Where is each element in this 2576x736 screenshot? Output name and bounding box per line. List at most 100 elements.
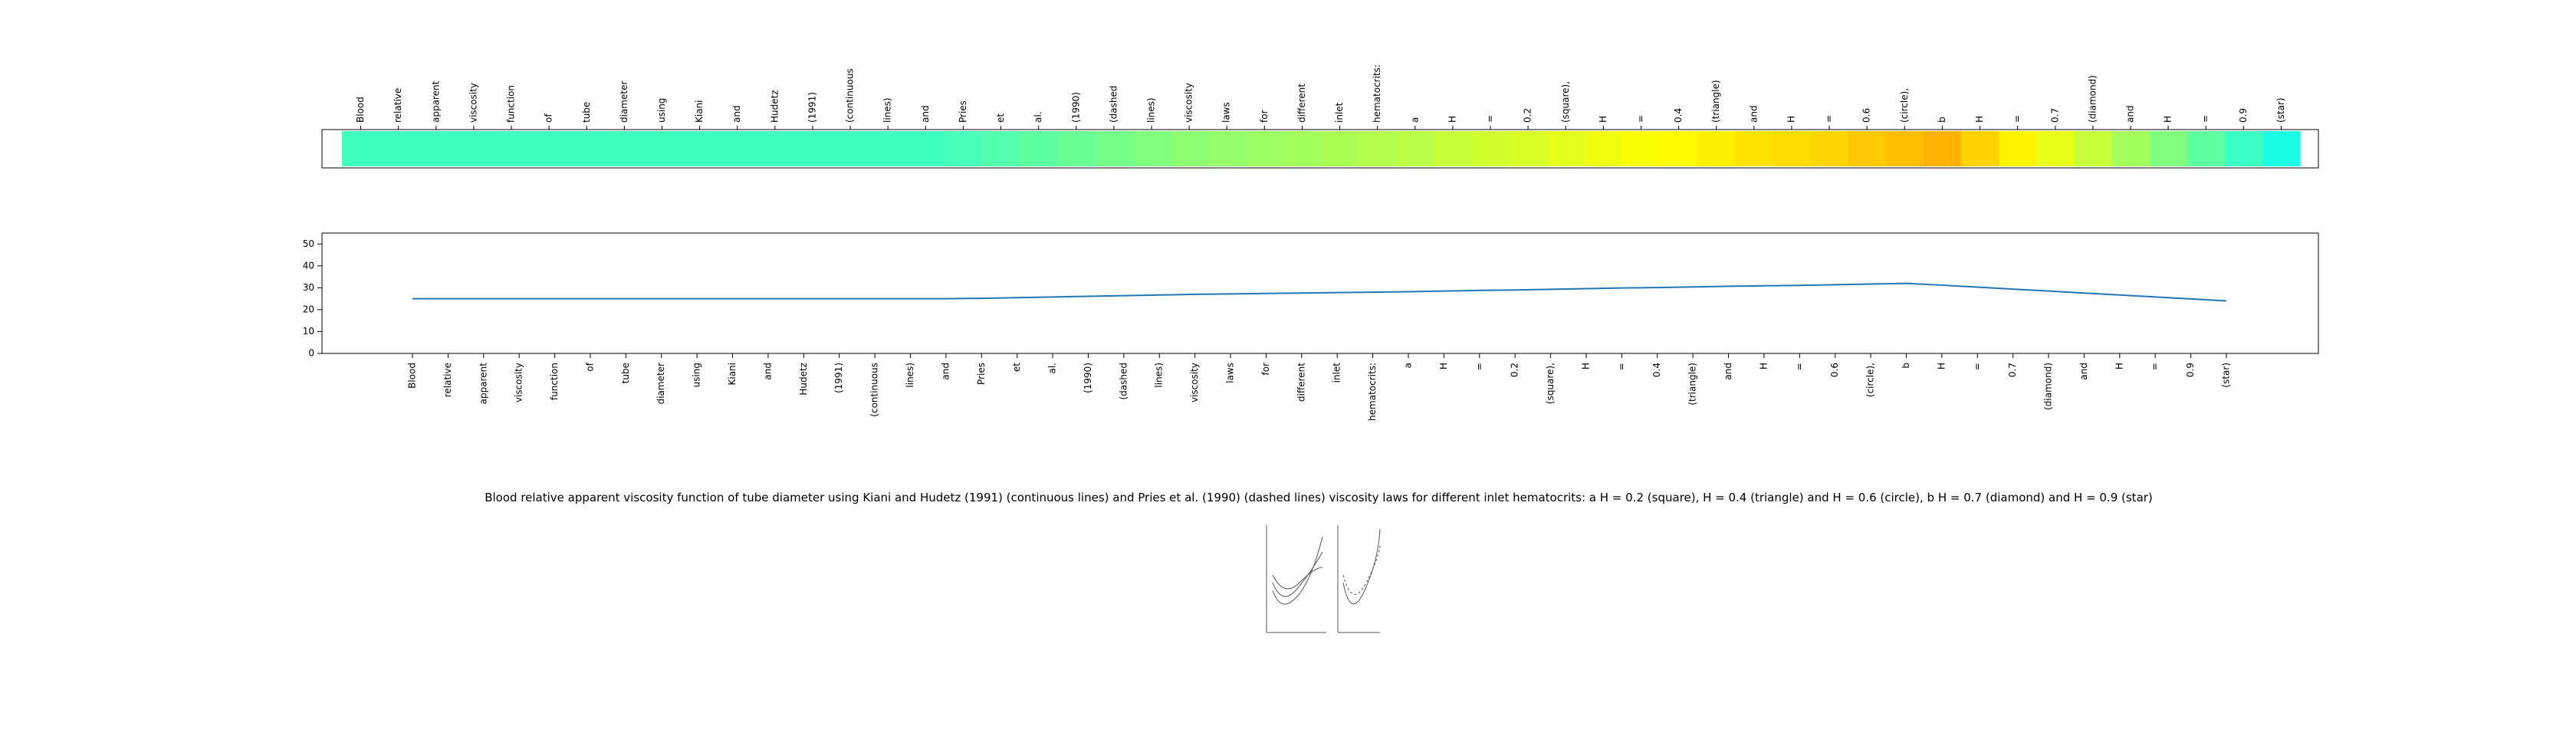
- x-tick-label: laws: [1225, 363, 1236, 383]
- x-tick-label: for: [1260, 363, 1271, 376]
- heat-label: (diamond): [2087, 75, 2098, 123]
- heat-label: (1990): [1070, 92, 1081, 123]
- heat-label: Hudetz: [769, 90, 780, 123]
- thumbnail: [1261, 521, 1384, 644]
- heat-label: et: [995, 113, 1006, 123]
- x-tick-label: =: [1474, 363, 1484, 370]
- x-tick-label: H: [1758, 363, 1769, 370]
- x-tick-label: viscosity: [514, 363, 524, 402]
- x-tick-label: lines): [1154, 363, 1165, 388]
- y-tick-label: 50: [303, 238, 314, 249]
- heat-cell: [342, 131, 380, 166]
- heat-label: H: [1974, 116, 1985, 123]
- x-tick-label: of: [584, 362, 595, 371]
- heat-cell: [2187, 131, 2226, 166]
- heat-label: and: [1748, 105, 1759, 123]
- heat-label: =: [1485, 115, 1496, 123]
- heat-label: a: [1409, 117, 1420, 123]
- y-tick-label: 0: [308, 348, 314, 359]
- heat-cell: [1132, 131, 1171, 166]
- heat-cell: [1057, 131, 1096, 166]
- x-tick-label: =: [1616, 363, 1627, 370]
- heat-cell: [1509, 131, 1548, 166]
- heat-label: apparent: [430, 80, 441, 123]
- x-tick-label: b: [1901, 363, 1911, 369]
- heat-cell: [1923, 131, 1962, 166]
- heat-label: viscosity: [468, 83, 478, 123]
- x-tick-label: using: [692, 363, 702, 387]
- heat-label: relative: [393, 88, 403, 123]
- heat-label: (1991): [807, 92, 817, 123]
- heat-cell: [1546, 131, 1585, 166]
- heatmap-frame: [321, 129, 2319, 169]
- x-tick-label: and: [940, 363, 951, 380]
- heat-label: Pries: [958, 100, 968, 123]
- heat-label: function: [506, 85, 517, 123]
- heat-label: al.: [1033, 111, 1043, 123]
- heat-cell: [1999, 131, 2037, 166]
- x-tick-label: Pries: [976, 363, 987, 385]
- heat-cell: [1735, 131, 1773, 166]
- x-tick-label: =: [1972, 363, 1983, 370]
- heat-label: b: [1937, 117, 1947, 123]
- heat-label: diameter: [619, 81, 629, 123]
- heat-cell: [981, 131, 1020, 166]
- x-tick-label: diameter: [656, 363, 666, 404]
- heat-label: H: [1786, 116, 1796, 123]
- x-tick-label: et: [1011, 363, 1022, 372]
- heat-cell: [1622, 131, 1661, 166]
- heat-label: different: [1296, 84, 1307, 123]
- x-tick-label: tube: [620, 363, 631, 383]
- x-tick-label: H: [2114, 363, 2124, 370]
- heat-cell: [380, 131, 418, 166]
- x-tick-label: and: [1723, 363, 1733, 380]
- x-tick-label: 0.7: [2007, 363, 2018, 377]
- x-tick-label: (circle),: [1865, 363, 1876, 397]
- heat-label: =: [2200, 115, 2211, 123]
- x-tick-label: function: [549, 363, 560, 400]
- heat-cell: [906, 131, 945, 166]
- heat-label: laws: [1221, 102, 1232, 123]
- heat-cell: [1697, 131, 1736, 166]
- heat-label: =: [1635, 115, 1646, 123]
- x-tick-label: 0.6: [1829, 363, 1840, 377]
- x-tick-label: H: [1438, 363, 1449, 370]
- heat-label: H: [1598, 116, 1608, 123]
- heat-label: 0.7: [2049, 108, 2060, 123]
- heat-cell: [831, 131, 870, 166]
- x-tick-label: (square),: [1545, 363, 1556, 404]
- y-tick-label: 10: [303, 326, 314, 337]
- x-tick-label: and: [762, 363, 773, 380]
- heat-label: viscosity: [1184, 83, 1194, 123]
- line: [412, 282, 2227, 302]
- x-tick-label: H: [1936, 363, 1947, 370]
- x-tick-label: =: [2150, 363, 2160, 370]
- heat-cell: [2149, 131, 2188, 166]
- heat-cell: [1885, 131, 1924, 166]
- x-tick-label: 0.4: [1651, 363, 1662, 377]
- heat-cell: [567, 131, 606, 166]
- heat-cell: [1434, 131, 1472, 166]
- heat-label: hematocrits:: [1372, 64, 1382, 123]
- heat-cell: [2074, 131, 2112, 166]
- heat-cell: [2262, 131, 2301, 166]
- x-tick-label: (continuous: [869, 363, 880, 417]
- heat-label: of: [544, 113, 554, 123]
- heat-label: (triangle): [1710, 80, 1721, 123]
- heat-cell: [1095, 131, 1133, 166]
- heat-label: and: [731, 105, 742, 123]
- heat-label: 0.6: [1861, 108, 1872, 123]
- x-tick-label: viscosity: [1189, 363, 1200, 402]
- plot-frame: [321, 232, 2319, 354]
- heat-label: inlet: [1334, 102, 1345, 123]
- heat-label: Blood: [355, 97, 366, 123]
- caption: Blood relative apparent viscosity functi…: [485, 491, 2153, 504]
- x-tick-label: H: [1580, 363, 1591, 370]
- heat-cell: [455, 131, 493, 166]
- heat-cell: [1471, 131, 1510, 166]
- x-tick-label: al.: [1047, 363, 1058, 374]
- heat-cell: [1810, 131, 1849, 166]
- heat-label: 0.4: [1673, 108, 1684, 123]
- heat-cell: [1848, 131, 1887, 166]
